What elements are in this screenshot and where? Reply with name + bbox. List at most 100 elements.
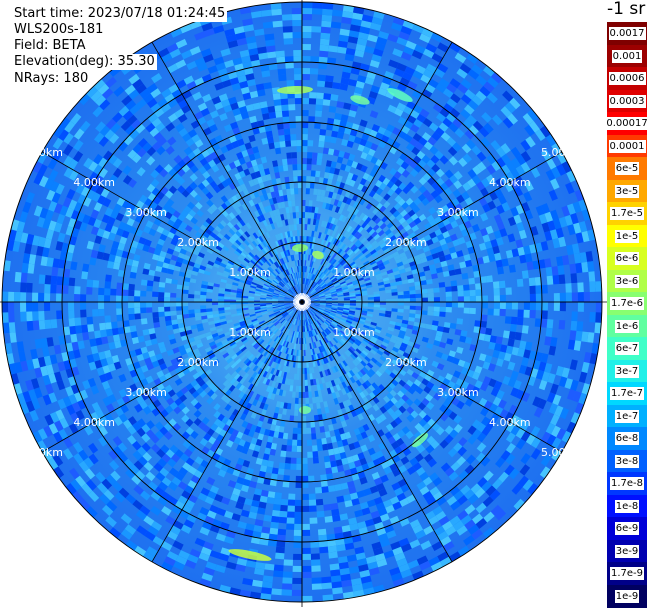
range-ring-label: 5.00km (541, 146, 583, 159)
center-marker-ray (303, 303, 310, 309)
colorbar-level: 1e-8 (607, 494, 647, 518)
range-ring-label: 3.00km (125, 386, 167, 399)
range-ring-label: 3.00km (125, 206, 167, 219)
colorbar-level: 1e-5 (607, 224, 647, 248)
azimuth-spoke (151, 301, 303, 563)
colorbar-label: 1e-8 (614, 499, 640, 513)
colorbar-label: 0.00017 (605, 117, 647, 130)
range-ring-label: 4.00km (73, 416, 115, 429)
colorbar-label: 1e-5 (614, 229, 640, 243)
colorbar-label: 1e-7 (614, 409, 640, 423)
range-ring-label: 4.00km (489, 176, 531, 189)
center-marker-ray (295, 303, 301, 310)
range-ring-label: 1.00km (333, 326, 375, 339)
colorbar-level: 1e-6 (607, 314, 647, 338)
colorbar-level: 6e-8 (607, 427, 647, 450)
azimuth-spoke (41, 151, 303, 303)
range-ring-label: 2.00km (177, 236, 219, 249)
azimuth-spoke (301, 301, 453, 563)
colorbar-level: 6e-7 (607, 337, 647, 360)
colorbar-label: 0.001 (611, 49, 643, 63)
range-ring-label: 2.00km (177, 356, 219, 369)
colorbar-label: 0.0006 (608, 72, 646, 85)
azimuth-spoke (41, 301, 303, 453)
colorbar-level: 1.7e-7 (607, 382, 647, 405)
colorbar-level: 6e-5 (607, 157, 647, 180)
elevation-text: Elevation(deg): 35.30 (12, 54, 157, 70)
range-ring-label: 1.00km (229, 266, 271, 279)
colorbar-level: 0.0006 (607, 67, 647, 90)
colorbar-label: 1e-6 (614, 319, 640, 333)
center-marker-ray (303, 304, 307, 311)
colorbar-level: 6e-9 (607, 517, 647, 540)
colorbar-level: 1.7e-5 (607, 202, 647, 225)
colorbar-level: 0.001 (607, 44, 647, 68)
center-marker-ray (294, 303, 301, 309)
colorbar-level: 3e-9 (607, 539, 647, 563)
center-marker-ray (302, 293, 306, 300)
center-marker-ray (293, 302, 300, 306)
colorbar-label: 3e-5 (614, 184, 640, 198)
azimuth-spoke (301, 151, 563, 303)
range-ring-label: 1.00km (229, 326, 271, 339)
center-marker-ray (293, 298, 300, 302)
center-marker-ray (293, 303, 300, 307)
colorbar-label: 6e-7 (614, 342, 640, 355)
colorbar-label: 0.0017 (608, 27, 646, 40)
range-ring-label: 3.00km (437, 206, 479, 219)
colorbar-level: 3e-7 (607, 359, 647, 383)
range-ring-label: 3.00km (437, 386, 479, 399)
colorbar-level: 6e-6 (607, 247, 647, 270)
range-ring-label: 2.00km (385, 356, 427, 369)
polar-grid: 1.00km 1.00km 1.00km 1.00km 2.00km 2.00km 2.00… (0, 0, 607, 607)
azimuth-spoke (151, 41, 303, 303)
center-marker-ray (302, 304, 305, 311)
colorbar-label: 3e-9 (614, 544, 640, 558)
range-ring-label: 5.00km (21, 446, 63, 459)
center-marker-ray (293, 299, 300, 302)
colorbar-label: 1e-9 (614, 589, 640, 603)
range-ring-label: 2.00km (385, 236, 427, 249)
range-ring-label: 5.00km (21, 146, 63, 159)
nrays-text: NRays: 180 (12, 71, 91, 87)
colorbar-level: 0.0001 (607, 134, 647, 158)
center-marker-ray (294, 295, 301, 301)
colorbar-level: 0.00017 (605, 112, 647, 135)
colorbar-level: 1.7e-6 (607, 292, 647, 315)
center-marker-ray (304, 302, 311, 305)
center-marker-ray (293, 302, 300, 305)
center-marker-ray (303, 293, 307, 300)
colorbar-label: 6e-5 (614, 162, 640, 175)
center-marker-ray (304, 297, 311, 301)
colorbar-level: 1.7e-9 (607, 562, 647, 585)
center-marker-ray (298, 293, 302, 300)
colorbar-level: 3e-8 (607, 449, 647, 473)
range-ring-label: 4.00km (73, 176, 115, 189)
center-marker-ray (304, 302, 311, 306)
colorbar-level: 0.0003 (607, 89, 647, 113)
colorbar-level: 1.7e-8 (607, 472, 647, 495)
center-marker-ray (293, 297, 300, 301)
center-marker-ray (304, 303, 311, 307)
colorbar-label: 3e-7 (614, 364, 640, 378)
colorbar-level: 1e-7 (607, 404, 647, 428)
range-ring-label: 5.00km (541, 446, 583, 459)
colorbar-level: 1e-9 (607, 584, 647, 608)
center-marker-ray (299, 293, 302, 300)
center-marker-ray (304, 298, 311, 302)
range-ring-label: 1.00km (333, 266, 375, 279)
colorbar-label: 1.7e-6 (609, 297, 645, 310)
colorbar-label: 1.7e-5 (609, 207, 645, 220)
colorbar-level: 0.0017 (607, 22, 647, 45)
center-marker-ray (304, 299, 311, 302)
center-marker-ray (302, 293, 305, 300)
start-time-text: Start time: 2023/07/18 01:24:45 (12, 6, 228, 22)
colorbar-label: 0.0003 (608, 94, 646, 108)
center-marker-ray (297, 293, 301, 300)
colorbar-level: 3e-6 (607, 269, 647, 293)
colorbar-label: 3e-6 (614, 274, 640, 288)
colorbar-label: 1.7e-8 (609, 477, 645, 490)
center-marker-ray (295, 294, 301, 301)
center-marker-ray (299, 304, 302, 311)
